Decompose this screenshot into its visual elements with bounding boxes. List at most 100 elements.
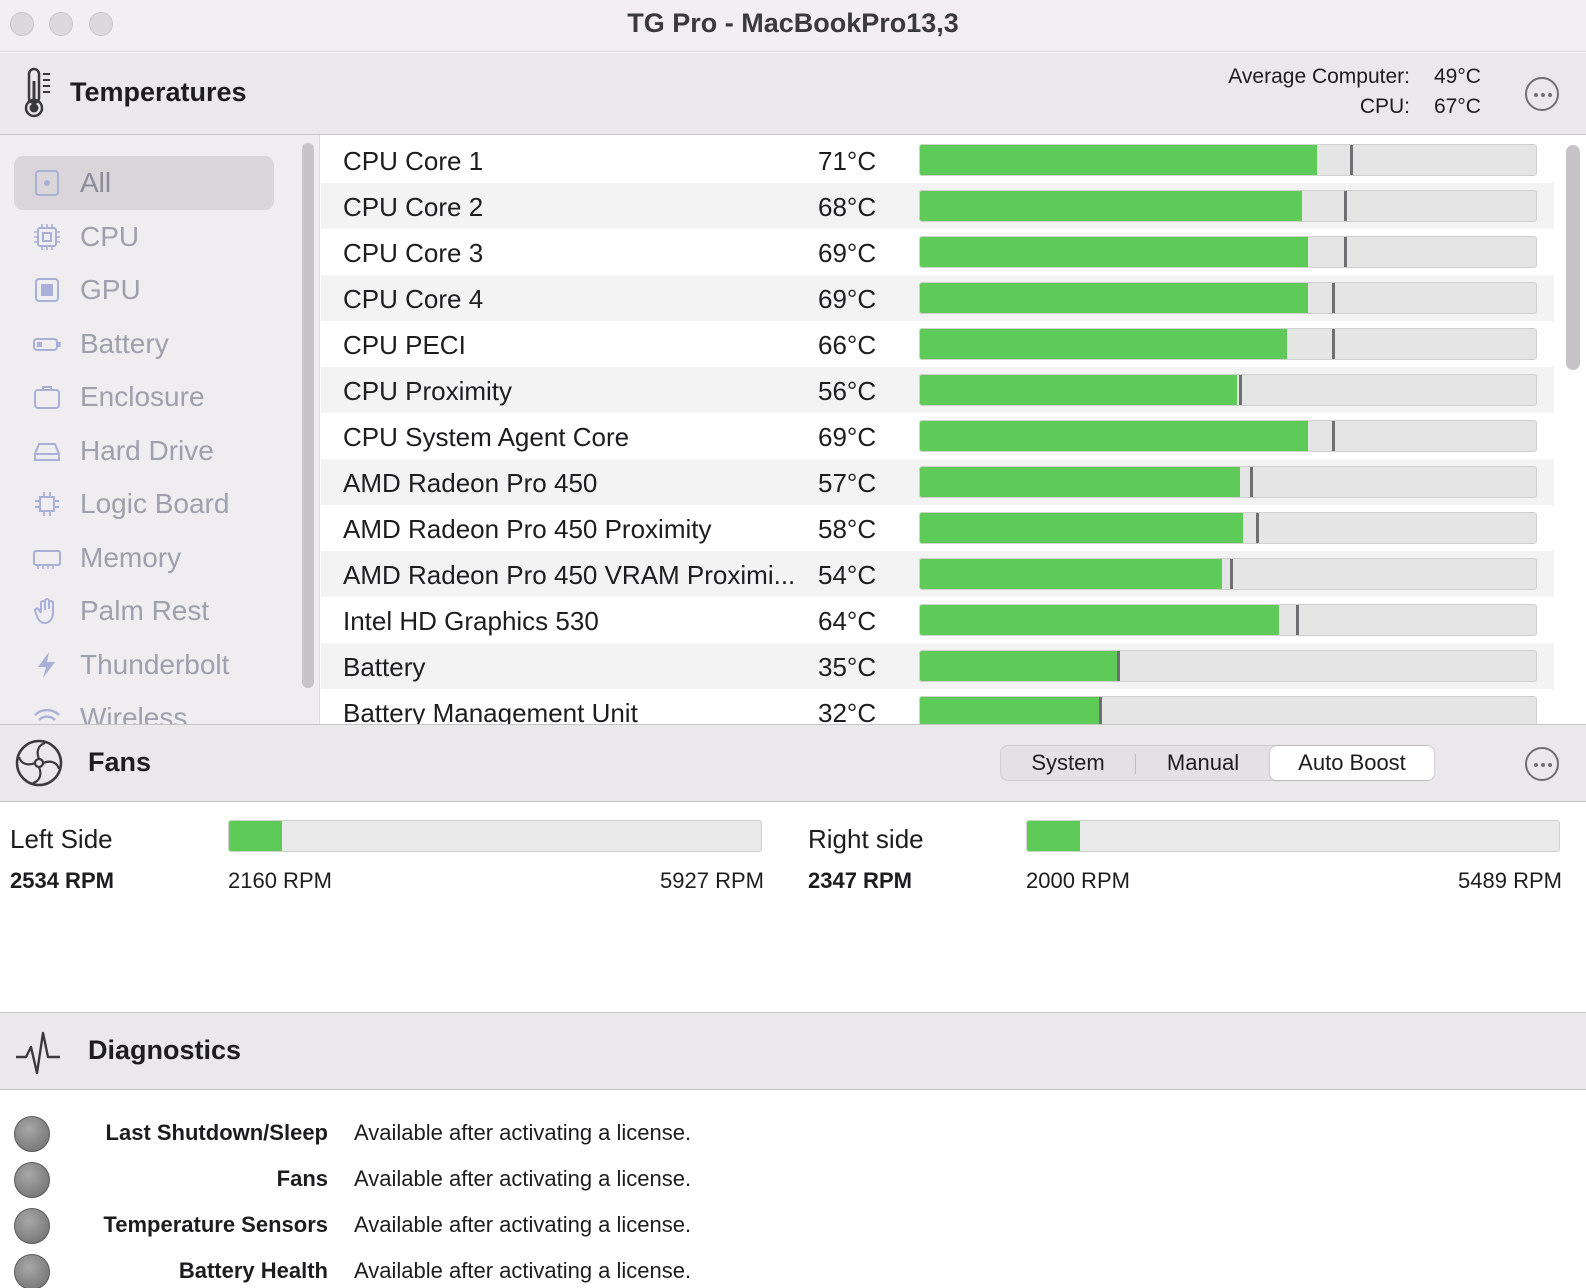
sensor-row[interactable]: CPU Core 3 69°C bbox=[321, 229, 1554, 275]
status-indicator-icon bbox=[14, 1162, 50, 1198]
right-fan-max-rpm: 5489 RPM bbox=[1458, 868, 1562, 893]
status-indicator-icon bbox=[14, 1116, 50, 1152]
sensor-temperature-bar bbox=[919, 236, 1537, 268]
fans-more-button[interactable] bbox=[1525, 747, 1559, 781]
computer-icon bbox=[35, 170, 59, 196]
sidebar-item-label: All bbox=[80, 167, 112, 198]
sensor-temperature-fill bbox=[920, 191, 1302, 221]
diagnostic-row-temperature-sensors: Temperature Sensors Available after acti… bbox=[0, 1204, 1586, 1250]
hard-drive-icon bbox=[34, 443, 60, 461]
sidebar-item-label: CPU bbox=[80, 221, 140, 252]
sidebar-item-label: Thunderbolt bbox=[80, 649, 230, 680]
sensor-row[interactable]: CPU Proximity 56°C bbox=[321, 367, 1554, 413]
sensor-temperature-fill bbox=[920, 421, 1309, 451]
sensor-temperature-bar bbox=[919, 420, 1537, 452]
diagnostic-row-fans: Fans Available after activating a licens… bbox=[0, 1158, 1586, 1204]
enclosure-icon bbox=[34, 386, 60, 409]
sidebar-item-cpu[interactable]: CPU bbox=[14, 210, 274, 264]
diagnostic-value: Available after activating a license. bbox=[354, 1120, 692, 1145]
sensor-temperature-bar bbox=[919, 282, 1537, 314]
sensor-name: CPU Core 2 bbox=[343, 192, 484, 222]
sensor-temperature-bar bbox=[919, 558, 1537, 590]
sensor-temperature-fill bbox=[920, 559, 1222, 589]
sensor-row[interactable]: CPU Core 2 68°C bbox=[321, 183, 1554, 229]
sensor-name: CPU Core 1 bbox=[343, 146, 484, 176]
sidebar-item-enclosure[interactable]: Enclosure bbox=[14, 370, 274, 424]
zoom-window-button[interactable] bbox=[89, 12, 113, 36]
sensor-temperature-fill bbox=[920, 375, 1238, 405]
sensor-temperature-bar bbox=[919, 466, 1537, 498]
chip-icon bbox=[34, 224, 60, 250]
sensor-temperature: 35°C bbox=[818, 652, 877, 682]
title-bar: TG Pro - MacBookPro13,3 bbox=[0, 0, 1586, 52]
left-fan-rpm: 2534 RPM bbox=[10, 868, 114, 893]
sensor-temperature-fill bbox=[920, 329, 1287, 359]
sidebar-item-all[interactable]: All bbox=[14, 156, 274, 210]
sidebar-item-label: Palm Rest bbox=[80, 595, 210, 626]
sensor-name: CPU Core 4 bbox=[343, 284, 484, 314]
sensor-temperature-fill bbox=[920, 513, 1244, 543]
sensor-row[interactable]: AMD Radeon Pro 450 VRAM Proximi... 54°C bbox=[321, 551, 1554, 597]
sensor-row[interactable]: CPU Core 1 71°C bbox=[321, 137, 1554, 183]
sensor-temperature: 66°C bbox=[818, 330, 877, 360]
average-computer-value: 49°C bbox=[1434, 65, 1481, 88]
memory-icon bbox=[33, 550, 61, 569]
left-fan-speed-bar bbox=[228, 820, 762, 852]
sidebar-scrollbar[interactable] bbox=[302, 143, 314, 688]
sidebar-item-palm-rest[interactable]: Palm Rest bbox=[14, 584, 274, 638]
segment-divider bbox=[1135, 754, 1136, 774]
right-fan-speed-fill bbox=[1027, 821, 1081, 851]
sidebar-item-memory[interactable]: Memory bbox=[14, 531, 274, 585]
sensor-row[interactable]: Battery Management Unit 32°C bbox=[321, 689, 1554, 724]
sensor-row[interactable]: AMD Radeon Pro 450 Proximity 58°C bbox=[321, 505, 1554, 551]
temperatures-header: Temperatures Average Computer: 49°C CPU:… bbox=[0, 53, 1586, 135]
fan-mode-system[interactable]: System bbox=[1031, 750, 1105, 775]
battery-icon bbox=[33, 338, 61, 351]
fan-mode-segmented-control: System Manual Auto Boost bbox=[1000, 745, 1434, 781]
diagnostic-row-last-shutdown: Last Shutdown/Sleep Available after acti… bbox=[0, 1112, 1586, 1158]
sidebar-item-thunderbolt[interactable]: Thunderbolt bbox=[14, 638, 274, 692]
sensor-temperature: 69°C bbox=[818, 284, 877, 314]
fan-mode-manual[interactable]: Manual bbox=[1166, 750, 1240, 775]
sensor-row[interactable]: AMD Radeon Pro 450 57°C bbox=[321, 459, 1554, 505]
sensor-row[interactable]: CPU PECI 66°C bbox=[321, 321, 1554, 367]
diagnostic-value: Available after activating a license. bbox=[354, 1166, 692, 1191]
sensor-max-marker bbox=[1331, 329, 1335, 359]
sidebar-item-hard-drive[interactable]: Hard Drive bbox=[14, 424, 274, 478]
sensor-temperature-fill bbox=[920, 145, 1318, 175]
sensor-temperature-fill bbox=[920, 467, 1241, 497]
sensor-temperature-bar bbox=[919, 696, 1537, 724]
diagnostics-title: Diagnostics bbox=[88, 1035, 242, 1065]
sensor-max-marker bbox=[1255, 513, 1259, 543]
sidebar-item-logic-board[interactable]: Logic Board bbox=[14, 477, 274, 531]
gpu-icon bbox=[35, 278, 59, 302]
left-fan-label: Left Side bbox=[10, 824, 113, 854]
sidebar-item-gpu[interactable]: GPU bbox=[14, 263, 274, 317]
sensor-max-marker bbox=[1230, 559, 1234, 589]
right-fan-rpm: 2347 RPM bbox=[808, 868, 912, 893]
sidebar-item-battery[interactable]: Battery bbox=[14, 317, 274, 371]
sensor-name: CPU Proximity bbox=[343, 376, 513, 406]
sensor-name: AMD Radeon Pro 450 VRAM Proximi... bbox=[343, 560, 796, 590]
minimize-window-button[interactable] bbox=[49, 12, 73, 36]
sensor-row[interactable]: CPU Core 4 69°C bbox=[321, 275, 1554, 321]
temperatures-more-button[interactable] bbox=[1525, 77, 1559, 111]
sensor-temperature-bar bbox=[919, 374, 1537, 406]
sidebar-item-label: Wireless bbox=[80, 702, 188, 724]
sensor-list-scrollbar[interactable] bbox=[1566, 145, 1580, 370]
sensor-row[interactable]: Intel HD Graphics 530 64°C bbox=[321, 597, 1554, 643]
sidebar-item-wireless[interactable]: Wireless bbox=[14, 691, 274, 724]
temperatures-title: Temperatures bbox=[70, 77, 247, 107]
fan-mode-auto-boost[interactable]: Auto Boost bbox=[1270, 746, 1434, 780]
sensor-name: Battery Management Unit bbox=[343, 698, 638, 724]
sensor-max-marker bbox=[1117, 651, 1121, 681]
close-window-button[interactable] bbox=[10, 12, 34, 36]
sensor-row[interactable]: Battery 35°C bbox=[321, 643, 1554, 689]
left-fan-min-rpm: 2160 RPM bbox=[228, 868, 332, 893]
right-fan-label: Right side bbox=[808, 824, 924, 854]
logic-board-icon bbox=[35, 492, 59, 516]
sensor-temperature-bar bbox=[919, 190, 1537, 222]
sensor-row[interactable]: CPU System Agent Core 69°C bbox=[321, 413, 1554, 459]
wireless-icon bbox=[34, 708, 60, 721]
sensor-temperature: 58°C bbox=[818, 514, 877, 544]
